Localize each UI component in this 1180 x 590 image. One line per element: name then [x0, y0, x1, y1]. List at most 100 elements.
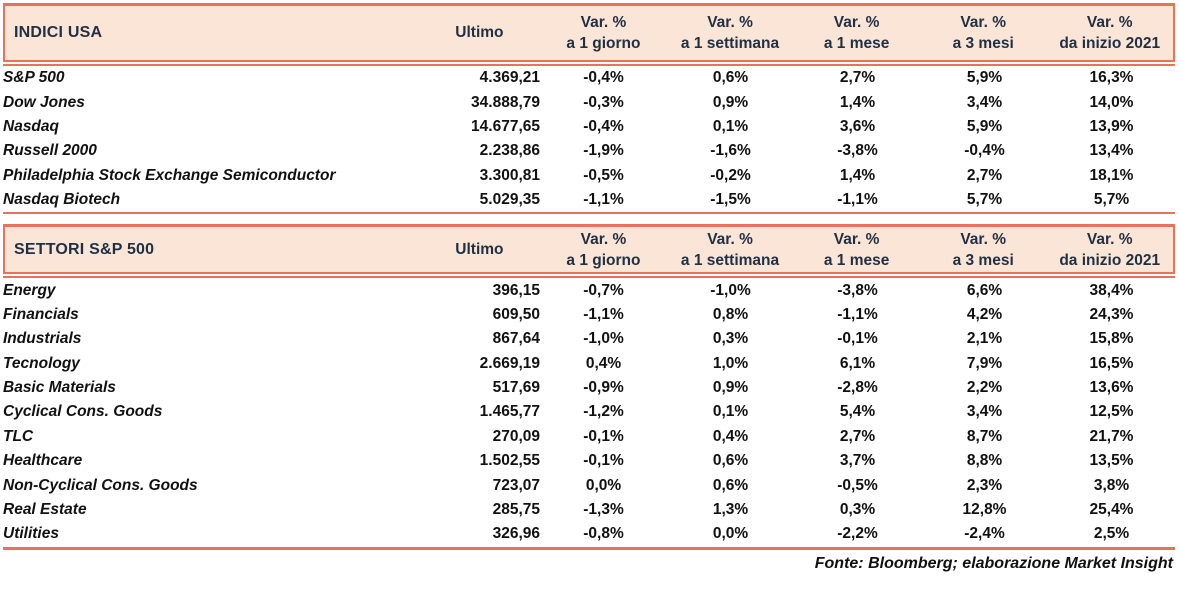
row-name: Basic Materials — [3, 379, 116, 397]
header-rule — [3, 276, 1175, 279]
row-name: Philadelphia Stock Exchange Semiconducto… — [3, 166, 336, 184]
row-var-4: 13,9% — [1089, 117, 1134, 135]
row-var-3: 4,2% — [966, 305, 1003, 323]
row-var-2: 6,1% — [839, 354, 876, 372]
row-var-0: -0,5% — [583, 166, 624, 184]
row-name: Nasdaq — [3, 117, 59, 135]
var-percent-label: Var. % — [833, 14, 880, 31]
market-insight-report: INDICI USA Ultimo Var. % a 1 giorno Var. % a … — [3, 3, 1175, 573]
var-period-label: a 1 settimana — [680, 35, 780, 52]
row-var-4: 18,1% — [1089, 166, 1134, 184]
row-last-value: 4.369,21 — [479, 69, 540, 87]
table-row: Basic Materials 517,69 -0,9% 0,9% -2,8% 2,2% 1… — [3, 376, 1175, 400]
row-last-value: 396,15 — [492, 281, 540, 299]
table-row: Healthcare 1.502,55 -0,1% 0,6% 3,7% 8,8% 13,5% — [3, 449, 1175, 473]
row-last-value: 867,64 — [492, 330, 540, 348]
row-var-0: -1,2% — [583, 403, 624, 421]
row-var-3: 2,7% — [966, 166, 1003, 184]
row-var-1: -1,6% — [710, 142, 751, 160]
table-bottom-rule — [3, 546, 1175, 550]
row-var-2: -3,8% — [837, 281, 878, 299]
column-header-var-3: Var. % a 3 mesi — [920, 6, 1047, 60]
column-header-var-2: Var. % a 1 mese — [793, 6, 920, 60]
table-row: Utilities 326,96 -0,8% 0,0% -2,2% -2,4% 2,5% — [3, 522, 1175, 546]
row-var-4: 12,5% — [1089, 403, 1134, 421]
row-var-4: 13,4% — [1089, 142, 1134, 160]
row-name: Healthcare — [3, 452, 83, 470]
row-var-1: 0,3% — [712, 330, 749, 348]
header-rule — [3, 64, 1175, 66]
table-bottom-rule — [3, 212, 1175, 215]
row-var-4: 13,5% — [1089, 452, 1134, 470]
row-name: Utilities — [3, 525, 59, 543]
table-row: Energy 396,15 -0,7% -1,0% -3,8% 6,6% 38,4% — [3, 278, 1175, 302]
row-name: Non-Cyclical Cons. Goods — [3, 476, 198, 494]
column-header-var-4: Var. % da inizio 2021 — [1046, 227, 1173, 272]
table-row: Nasdaq Biotech 5.029,35 -1,1% -1,5% -1,1% 5,7… — [3, 188, 1175, 212]
table-header-band: SETTORI S&P 500 Ultimo Var. % a 1 giorno Var… — [3, 224, 1175, 275]
row-last-value: 34.888,79 — [471, 93, 540, 111]
row-var-4: 15,8% — [1089, 330, 1134, 348]
table-row: Russell 2000 2.238,86 -1,9% -1,6% -3,8% -0,4%… — [3, 139, 1175, 163]
row-var-2: 2,7% — [839, 427, 876, 445]
row-var-0: 0,4% — [585, 354, 622, 372]
table-row: Industrials 867,64 -1,0% 0,3% -0,1% 2,1% 15,8% — [3, 327, 1175, 351]
row-var-0: -0,1% — [583, 427, 624, 445]
row-var-2: 1,4% — [839, 166, 876, 184]
column-header-var-0: Var. % a 1 giorno — [540, 6, 667, 60]
table-section-settori-sp500: SETTORI S&P 500 Ultimo Var. % a 1 giorno Var… — [3, 224, 1175, 550]
row-last-value: 326,96 — [492, 525, 540, 543]
row-var-0: -1,9% — [583, 142, 624, 160]
row-var-4: 5,7% — [1093, 191, 1130, 209]
row-var-4: 2,5% — [1093, 525, 1130, 543]
row-last-value: 270,09 — [492, 427, 540, 445]
row-var-4: 16,3% — [1089, 69, 1134, 87]
row-var-3: 7,9% — [966, 354, 1003, 372]
row-var-0: -0,3% — [583, 93, 624, 111]
row-var-3: 2,2% — [966, 379, 1003, 397]
var-percent-label: Var. % — [707, 14, 753, 31]
row-var-0: -0,4% — [583, 117, 624, 135]
table-header-band: INDICI USA Ultimo Var. % a 1 giorno Var. % a … — [3, 3, 1175, 62]
table-row: Real Estate 285,75 -1,3% 1,3% 0,3% 12,8% 25,4% — [3, 498, 1175, 522]
var-period-label: a 3 mesi — [952, 251, 1014, 269]
var-period-label: a 1 settimana — [680, 251, 780, 269]
row-var-2: 5,4% — [839, 403, 876, 421]
row-var-2: -2,8% — [837, 379, 878, 397]
row-var-0: -1,3% — [583, 501, 624, 519]
row-name: Energy — [3, 281, 56, 299]
row-var-4: 13,6% — [1089, 379, 1134, 397]
row-var-3: 8,8% — [966, 452, 1003, 470]
row-last-value: 14.677,65 — [471, 117, 540, 135]
row-var-0: -1,0% — [583, 330, 624, 348]
row-var-2: 0,3% — [839, 501, 876, 519]
row-var-3: 2,1% — [966, 330, 1003, 348]
column-header-var-4: Var. % da inizio 2021 — [1046, 6, 1173, 60]
row-var-2: 1,4% — [839, 93, 876, 111]
row-last-value: 1.502,55 — [479, 452, 540, 470]
var-period-label: a 3 mesi — [952, 35, 1014, 52]
row-name: Nasdaq Biotech — [3, 191, 121, 209]
var-period-label: a 1 mese — [823, 251, 890, 269]
row-var-2: -1,1% — [837, 305, 878, 323]
var-percent-label: Var. % — [1086, 14, 1133, 31]
row-var-1: 0,6% — [712, 69, 749, 87]
var-percent-label: Var. % — [1086, 230, 1133, 248]
row-var-3: 12,8% — [962, 501, 1007, 519]
row-last-value: 285,75 — [492, 501, 540, 519]
row-var-1: -1,5% — [710, 191, 751, 209]
tables-container: INDICI USA Ultimo Var. % a 1 giorno Var. % a … — [3, 3, 1175, 550]
row-last-value: 609,50 — [492, 305, 540, 323]
source-note: Fonte: Bloomberg; elaborazione Market In… — [814, 554, 1173, 572]
var-period-label: da inizio 2021 — [1059, 35, 1161, 52]
row-name: Tecnology — [3, 354, 80, 372]
row-var-4: 24,3% — [1089, 305, 1134, 323]
row-var-2: -1,1% — [837, 191, 878, 209]
row-var-2: 2,7% — [839, 69, 876, 87]
row-var-0: 0,0% — [585, 476, 622, 494]
table-title: INDICI USA — [14, 24, 103, 41]
row-name: Dow Jones — [3, 93, 85, 111]
column-header-var-1: Var. % a 1 settimana — [667, 227, 794, 272]
var-percent-label: Var. % — [833, 230, 880, 248]
row-name: Real Estate — [3, 501, 87, 519]
